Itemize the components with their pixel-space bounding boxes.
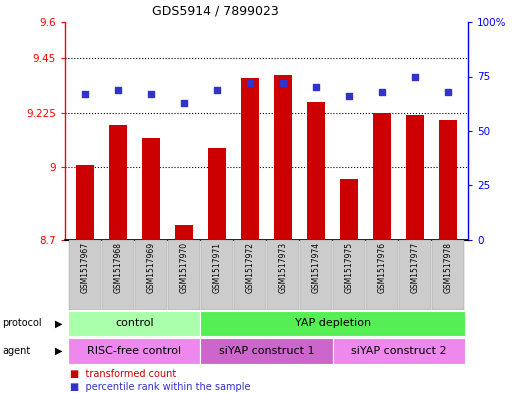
Point — [114, 86, 122, 93]
Bar — [109, 125, 127, 240]
Text: GSM1517970: GSM1517970 — [180, 242, 188, 293]
Bar — [300, 240, 332, 310]
Point — [444, 88, 452, 95]
Point — [345, 93, 353, 99]
Bar — [406, 115, 424, 240]
Point — [180, 99, 188, 106]
Text: GSM1517969: GSM1517969 — [146, 242, 155, 293]
Bar — [366, 240, 398, 310]
Point — [213, 86, 221, 93]
Text: YAP depletion: YAP depletion — [294, 318, 370, 329]
Bar — [432, 240, 464, 310]
Text: ▶: ▶ — [55, 346, 63, 356]
Text: control: control — [115, 318, 154, 329]
Bar — [274, 75, 292, 240]
Bar — [142, 138, 160, 240]
Bar — [439, 120, 457, 240]
Bar — [399, 240, 431, 310]
Bar — [333, 240, 365, 310]
Bar — [332, 338, 465, 364]
Point — [81, 91, 89, 97]
Text: GSM1517971: GSM1517971 — [212, 242, 222, 293]
Text: RISC-free control: RISC-free control — [87, 346, 182, 356]
Text: siYAP construct 1: siYAP construct 1 — [219, 346, 314, 356]
Bar — [373, 113, 391, 240]
Bar — [208, 148, 226, 240]
Text: GSM1517976: GSM1517976 — [378, 242, 387, 293]
Bar — [340, 180, 358, 240]
Point — [147, 91, 155, 97]
Bar — [68, 311, 201, 336]
Text: GSM1517968: GSM1517968 — [113, 242, 123, 293]
Bar — [175, 226, 193, 240]
Bar — [68, 338, 201, 364]
Text: GSM1517977: GSM1517977 — [410, 242, 420, 293]
Text: GSM1517973: GSM1517973 — [279, 242, 287, 293]
Bar — [201, 338, 332, 364]
Text: ■  transformed count: ■ transformed count — [70, 369, 176, 379]
Bar — [267, 240, 299, 310]
Text: GSM1517978: GSM1517978 — [444, 242, 452, 293]
Text: ▶: ▶ — [55, 318, 63, 329]
Bar — [201, 311, 465, 336]
Text: GSM1517967: GSM1517967 — [81, 242, 89, 293]
Point — [378, 88, 386, 95]
Text: GSM1517974: GSM1517974 — [311, 242, 321, 293]
Point — [279, 80, 287, 86]
Bar — [168, 240, 200, 310]
Bar — [234, 240, 266, 310]
Bar — [102, 240, 134, 310]
Bar — [201, 240, 233, 310]
Bar — [241, 78, 259, 240]
Text: ■  percentile rank within the sample: ■ percentile rank within the sample — [70, 382, 251, 391]
Bar — [307, 102, 325, 240]
Bar — [76, 165, 94, 240]
Point — [246, 80, 254, 86]
Bar — [69, 240, 101, 310]
Point — [312, 84, 320, 90]
Text: GSM1517975: GSM1517975 — [345, 242, 353, 293]
Text: GSM1517972: GSM1517972 — [246, 242, 254, 293]
Text: protocol: protocol — [3, 318, 42, 329]
Text: siYAP construct 2: siYAP construct 2 — [351, 346, 446, 356]
Text: GDS5914 / 7899023: GDS5914 / 7899023 — [152, 5, 279, 18]
Point — [411, 73, 419, 80]
Text: agent: agent — [3, 346, 31, 356]
Bar — [135, 240, 167, 310]
